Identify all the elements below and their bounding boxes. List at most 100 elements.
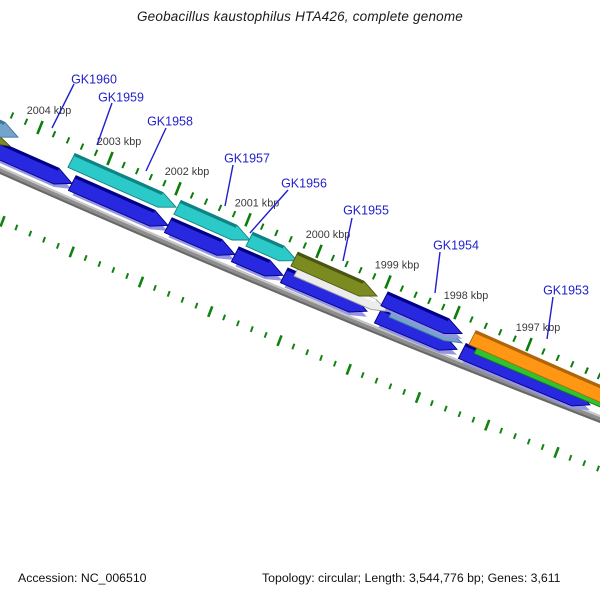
gene-feature[interactable] [468, 330, 600, 411]
gene-label[interactable]: GK1958 [147, 115, 193, 129]
ruler-minor-tick [497, 328, 503, 336]
gene-bevel [170, 217, 222, 242]
inner-ring-dash [263, 331, 268, 339]
ruler-major-tick [525, 337, 533, 352]
gene-label-line [51, 83, 75, 129]
inner-ring-dash [319, 354, 323, 362]
gene-bevel [179, 200, 237, 228]
gene-feature[interactable] [67, 152, 177, 208]
gene-bevel [386, 291, 449, 322]
gene-bevel [0, 142, 59, 171]
ruler-minor-tick [413, 291, 418, 299]
inner-ring-dash [582, 460, 587, 467]
gene-bevel [296, 252, 364, 284]
inner-ring-dash [68, 246, 75, 258]
ruler-minor-tick [23, 118, 29, 126]
inner-ring-dash [28, 230, 33, 237]
axis-tick-label: 1997 kbp [516, 322, 560, 334]
ruler-minor-tick [93, 149, 99, 157]
gene-label[interactable]: GK1957 [224, 152, 270, 166]
ruler-minor-tick [427, 297, 432, 305]
inner-ring-dash [345, 363, 352, 376]
inner-ring-dash [137, 276, 145, 288]
ruler-minor-tick [512, 335, 517, 343]
ruler-minor-tick [51, 130, 57, 138]
gene-feature[interactable] [163, 217, 236, 256]
gene-bevel [0, 120, 5, 125]
ruler-minor-tick [162, 179, 167, 187]
gene-label[interactable]: GK1960 [71, 73, 117, 87]
gene-feature[interactable] [0, 110, 19, 138]
inner-ring-dash [166, 290, 171, 297]
axis-tick-label: 2001 kbp [235, 197, 279, 209]
inner-ring-dash [402, 388, 407, 396]
gene-feature[interactable] [0, 124, 12, 147]
ruler-minor-tick [584, 367, 589, 375]
inner-ring-dash [332, 360, 337, 367]
ruler-minor-tick [217, 204, 223, 212]
ruler-major-tick [174, 181, 182, 196]
inner-ring-dash [553, 446, 560, 459]
axis-tick-label: 1999 kbp [375, 259, 419, 271]
ruler-minor-tick [274, 229, 279, 237]
ruler-minor-tick [79, 143, 85, 151]
gene-bevel [74, 175, 155, 213]
gene-label[interactable]: GK1959 [98, 91, 144, 105]
ruler-minor-tick [371, 272, 377, 280]
ruler-minor-tick [65, 136, 71, 144]
inner-ring-dash [526, 438, 531, 445]
gene-feature[interactable] [380, 291, 463, 335]
ruler-minor-tick [148, 173, 154, 181]
axis-tick-label: 1998 kbp [444, 290, 488, 302]
inner-ring-dash [276, 335, 283, 347]
inner-ring-dash [443, 405, 448, 412]
ruler-major-tick [244, 212, 252, 227]
inner-ring-dash [471, 416, 476, 423]
inner-ring-dash [194, 302, 199, 309]
inner-ring-dash [222, 314, 227, 321]
inner-ring-dash [97, 260, 102, 268]
inner-ring-dash [305, 349, 310, 356]
gene-label-line [546, 296, 554, 340]
gene-label[interactable]: GK1955 [343, 204, 389, 218]
ruler-minor-tick [541, 348, 546, 355]
gene-label[interactable]: GK1953 [543, 284, 589, 298]
ruler-minor-tick [121, 161, 126, 169]
inner-ring-dash [360, 371, 365, 379]
gene-label[interactable]: GK1954 [433, 239, 479, 253]
gene-label-line [96, 102, 113, 146]
ruler-minor-tick [203, 198, 209, 206]
ruler-major-tick [384, 274, 392, 289]
inner-ring-dash [111, 266, 116, 274]
ruler-minor-tick [555, 354, 561, 362]
gene-feature[interactable] [290, 251, 378, 297]
gene-feature[interactable] [230, 246, 284, 277]
axis-tick-label: 2004 kbp [27, 105, 71, 117]
inner-ring-dash [429, 400, 434, 407]
inner-ring-dash [388, 383, 393, 390]
ruler-minor-tick [231, 210, 237, 218]
gene-label[interactable]: GK1956 [281, 177, 327, 191]
ruler-minor-tick [569, 360, 575, 368]
ruler-minor-tick [399, 285, 405, 292]
axis-tick-label: 2002 kbp [165, 166, 209, 178]
gene-bevel [237, 246, 270, 263]
inner-ring-dash [513, 433, 517, 440]
ruler-minor-tick [440, 303, 446, 311]
inner-ring-dash [291, 343, 296, 350]
inner-ring-dash [42, 236, 46, 243]
ruler-minor-tick [344, 260, 349, 268]
inner-ring-dash [55, 242, 60, 249]
gene-label-line [224, 164, 234, 207]
inner-ring-dash [457, 411, 462, 418]
genome-backbone [0, 171, 600, 423]
ruler-minor-tick [483, 322, 489, 330]
gene-label-line [342, 217, 353, 262]
gene-bevel [474, 330, 600, 389]
gene-bevel [251, 232, 284, 249]
inner-ring-dash [236, 320, 240, 327]
ruler-minor-tick [189, 192, 195, 199]
inner-ring-dash [414, 391, 422, 404]
inner-ring-dash [374, 377, 379, 384]
ruler-minor-tick [330, 254, 336, 262]
